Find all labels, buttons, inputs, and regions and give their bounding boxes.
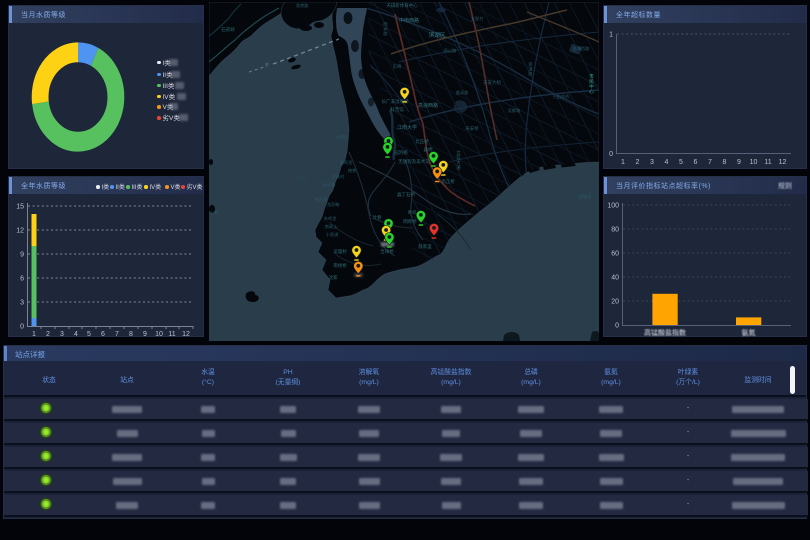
svg-text:12: 12	[779, 159, 787, 166]
svg-text:高锰酸盐指数: 高锰酸盐指数	[644, 328, 686, 337]
svg-text:4: 4	[665, 159, 669, 166]
svg-text:5: 5	[87, 331, 91, 338]
svg-text:高正桥: 高正桥	[441, 178, 455, 185]
svg-text:梁清路: 梁清路	[528, 61, 534, 77]
svg-text:叶巷: 叶巷	[373, 214, 382, 221]
svg-text:重鸣里: 重鸣里	[340, 159, 353, 166]
svg-text:吴理村: 吴理村	[333, 248, 347, 255]
svg-text:1: 1	[621, 159, 625, 166]
svg-text:小白花桥: 小白花桥	[553, 93, 571, 100]
svg-text:3: 3	[650, 159, 654, 166]
svg-text:80: 80	[611, 227, 619, 234]
svg-text:蠡溪路: 蠡溪路	[456, 89, 469, 96]
svg-text:长广溪湿地桥: 长广溪湿地桥	[382, 98, 409, 105]
svg-text:南杨桥: 南杨桥	[333, 262, 347, 269]
svg-text:东绛: 东绛	[393, 63, 402, 70]
svg-text:60: 60	[611, 251, 619, 258]
svg-text:40: 40	[611, 275, 619, 282]
svg-text:金城西路: 金城西路	[573, 45, 591, 52]
svg-text:100: 100	[607, 203, 619, 210]
svg-text:蠡桥: 蠡桥	[424, 146, 433, 153]
svg-text:3: 3	[60, 331, 64, 338]
svg-text:6: 6	[101, 331, 105, 338]
svg-text:12: 12	[182, 331, 190, 338]
svg-text:隐秀路: 隐秀路	[383, 21, 389, 37]
svg-text:11: 11	[764, 159, 771, 166]
svg-text:金城湾: 金城湾	[579, 193, 592, 200]
svg-text:1: 1	[32, 331, 36, 338]
svg-text:吉祥桥: 吉祥桥	[380, 248, 394, 255]
svg-text:天安大桥: 天安大桥	[483, 79, 501, 86]
svg-text:大浮塔: 大浮塔	[336, 134, 349, 141]
svg-text:0: 0	[615, 323, 619, 330]
svg-text:9: 9	[737, 159, 741, 166]
svg-text:市民中心: 市民中心	[589, 73, 595, 94]
svg-text:10: 10	[750, 159, 758, 166]
svg-text:小渔浦: 小渔浦	[326, 231, 339, 238]
svg-text:0: 0	[609, 151, 613, 158]
svg-text:羊岐村: 羊岐村	[332, 173, 345, 180]
svg-text:青祁: 青祁	[408, 209, 417, 216]
svg-text:褚巷: 褚巷	[348, 167, 357, 174]
svg-text:龙奇略: 龙奇略	[327, 201, 340, 208]
svg-text:7: 7	[115, 331, 119, 338]
svg-text:沈家: 沈家	[329, 274, 338, 281]
svg-text:15: 15	[16, 204, 24, 211]
svg-text:科普馆: 科普馆	[390, 106, 404, 113]
svg-text:9: 9	[143, 331, 147, 338]
svg-text:20: 20	[611, 299, 619, 306]
svg-text:立信大道: 立信大道	[456, 149, 462, 171]
svg-text:吴都路: 吴都路	[508, 107, 521, 114]
svg-text:7: 7	[708, 159, 712, 166]
svg-text:五星村: 五星村	[471, 15, 484, 21]
svg-text:网师桥: 网师桥	[403, 218, 417, 225]
svg-text:白石里: 白石里	[315, 196, 328, 203]
svg-text:4: 4	[74, 331, 78, 338]
svg-text:高浪西路: 高浪西路	[418, 102, 438, 109]
svg-text:11: 11	[168, 331, 175, 338]
svg-text:南泰上: 南泰上	[325, 223, 338, 229]
svg-text:5: 5	[679, 159, 683, 166]
svg-text:12: 12	[16, 228, 24, 235]
svg-text:8: 8	[129, 331, 133, 338]
svg-text:氨氮: 氨氮	[742, 328, 756, 337]
svg-text:寿安桥: 寿安桥	[465, 125, 479, 132]
svg-text:渔港路: 渔港路	[296, 2, 309, 9]
svg-text:1: 1	[609, 32, 613, 39]
svg-text:8: 8	[723, 159, 727, 166]
svg-text:太湖: 太湖	[298, 175, 307, 182]
svg-text:滨湖区: 滨湖区	[429, 31, 446, 39]
svg-text:中南西路: 中南西路	[399, 17, 419, 24]
svg-text:东鸡里: 东鸡里	[324, 215, 337, 222]
svg-text:10: 10	[155, 331, 163, 338]
svg-text:0: 0	[20, 324, 24, 331]
svg-text:6: 6	[694, 159, 698, 166]
svg-text:园浜路: 园浜路	[394, 149, 408, 156]
svg-text:2: 2	[636, 159, 640, 166]
svg-text:无锡程及美术馆: 无锡程及美术馆	[398, 158, 430, 165]
svg-text:江南大学: 江南大学	[397, 124, 417, 131]
svg-text:3: 3	[20, 300, 24, 307]
svg-text:北正桥: 北正桥	[415, 138, 429, 145]
svg-text:蠡丁石桥: 蠡丁石桥	[397, 191, 415, 198]
svg-text:天祺新体育中心: 天祺新体育中心	[386, 2, 418, 9]
svg-text:小箕: 小箕	[210, 209, 218, 216]
svg-text:石皮峡: 石皮峡	[221, 26, 235, 33]
svg-text:9: 9	[20, 252, 24, 259]
svg-text:6: 6	[20, 276, 24, 283]
svg-text:观山路: 观山路	[444, 47, 457, 54]
svg-text:汕公塘: 汕公塘	[323, 181, 336, 188]
svg-text:薛家里: 薛家里	[418, 243, 432, 250]
svg-text:2: 2	[46, 331, 50, 338]
